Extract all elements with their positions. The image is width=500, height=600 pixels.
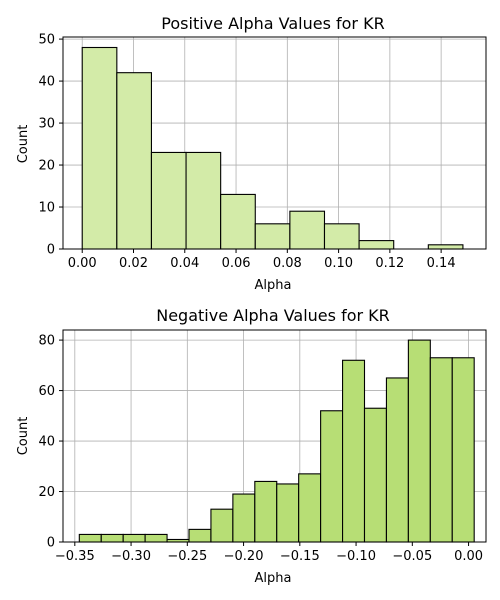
histogram-bar — [451, 357, 475, 543]
x-tick-label: −0.25 — [167, 549, 207, 564]
y-axis-label: Count — [16, 417, 31, 456]
histogram-bar — [144, 533, 168, 543]
y-tick-label: 30 — [38, 117, 55, 132]
x-tick-label: −0.20 — [224, 549, 264, 564]
x-axis-label: Alpha — [255, 278, 292, 293]
histogram-bar — [188, 528, 212, 543]
histogram-bar — [150, 151, 187, 250]
x-tick-label: −0.05 — [392, 549, 432, 564]
histogram-bar — [298, 473, 322, 543]
y-tick-label: 0 — [47, 536, 55, 551]
histogram-bars — [81, 46, 464, 250]
histogram-bar — [276, 483, 300, 543]
histogram-bar — [100, 533, 124, 543]
x-tick-label: 0.00 — [68, 256, 97, 271]
y-tick-label: 50 — [38, 33, 55, 48]
y-tick-label: 80 — [38, 334, 55, 349]
x-tick-label: 0.00 — [454, 549, 483, 564]
histogram-bar — [220, 193, 256, 250]
histogram-bar — [116, 72, 152, 250]
y-tick-label: 20 — [38, 485, 55, 500]
histogram-bars — [78, 339, 475, 543]
histogram-bar — [429, 357, 453, 543]
x-tick-label: −0.10 — [336, 549, 376, 564]
y-tick-label: 40 — [38, 435, 55, 450]
x-tick-label: −0.35 — [55, 549, 95, 564]
x-ticks: −0.35 −0.30 −0.25 −0.20 −0.15 −0.10 −0.05 0.00 — [55, 542, 483, 564]
x-tick-label: −0.30 — [111, 549, 151, 564]
positive-alpha-chart: Positive Alpha Values for KR Alpha Count… — [16, 14, 487, 293]
x-tick-label: 0.08 — [273, 256, 302, 271]
x-tick-label: −0.15 — [280, 549, 320, 564]
x-tick-label: 0.06 — [222, 256, 251, 271]
y-tick-label: 20 — [38, 159, 55, 174]
y-ticks: 0 20 40 60 80 — [38, 334, 63, 551]
x-tick-label: 0.02 — [119, 256, 148, 271]
histogram-bar — [407, 339, 431, 543]
y-tick-label: 60 — [38, 384, 55, 399]
histogram-bar — [427, 244, 464, 250]
x-ticks: 0.00 0.02 0.04 0.06 0.08 0.10 0.12 0.14 — [68, 249, 456, 271]
x-axis-label: Alpha — [255, 571, 292, 586]
histogram-bar — [210, 508, 234, 543]
chart-title: Negative Alpha Values for KR — [156, 306, 390, 325]
histogram-bar — [78, 533, 102, 543]
histogram-bar — [323, 223, 360, 250]
negative-alpha-chart: Negative Alpha Values for KR Alpha Count… — [16, 306, 487, 586]
histogram-bar — [320, 410, 344, 543]
histogram-bar — [81, 46, 118, 250]
plot-frame — [62, 329, 487, 543]
y-ticks: 0 10 20 30 40 50 — [38, 33, 63, 258]
x-tick-label: 0.14 — [427, 256, 456, 271]
histogram-bar — [185, 151, 222, 250]
histogram-bar — [358, 240, 395, 250]
y-axis-label: Count — [16, 125, 31, 164]
histogram-bar — [254, 223, 291, 250]
y-tick-label: 40 — [38, 75, 55, 90]
histogram-bar — [254, 480, 278, 543]
y-tick-label: 0 — [47, 243, 55, 258]
histogram-bar — [232, 493, 256, 543]
histogram-bar — [363, 407, 387, 543]
histogram-bar — [122, 533, 146, 543]
histogram-bar — [289, 210, 326, 250]
x-tick-label: 0.10 — [324, 256, 353, 271]
x-tick-label: 0.12 — [375, 256, 404, 271]
histogram-bar — [342, 359, 366, 543]
plot-frame — [62, 36, 487, 250]
histogram-bar — [385, 377, 409, 543]
x-tick-label: 0.04 — [170, 256, 199, 271]
chart-title: Positive Alpha Values for KR — [161, 14, 384, 33]
y-tick-label: 10 — [38, 201, 55, 216]
